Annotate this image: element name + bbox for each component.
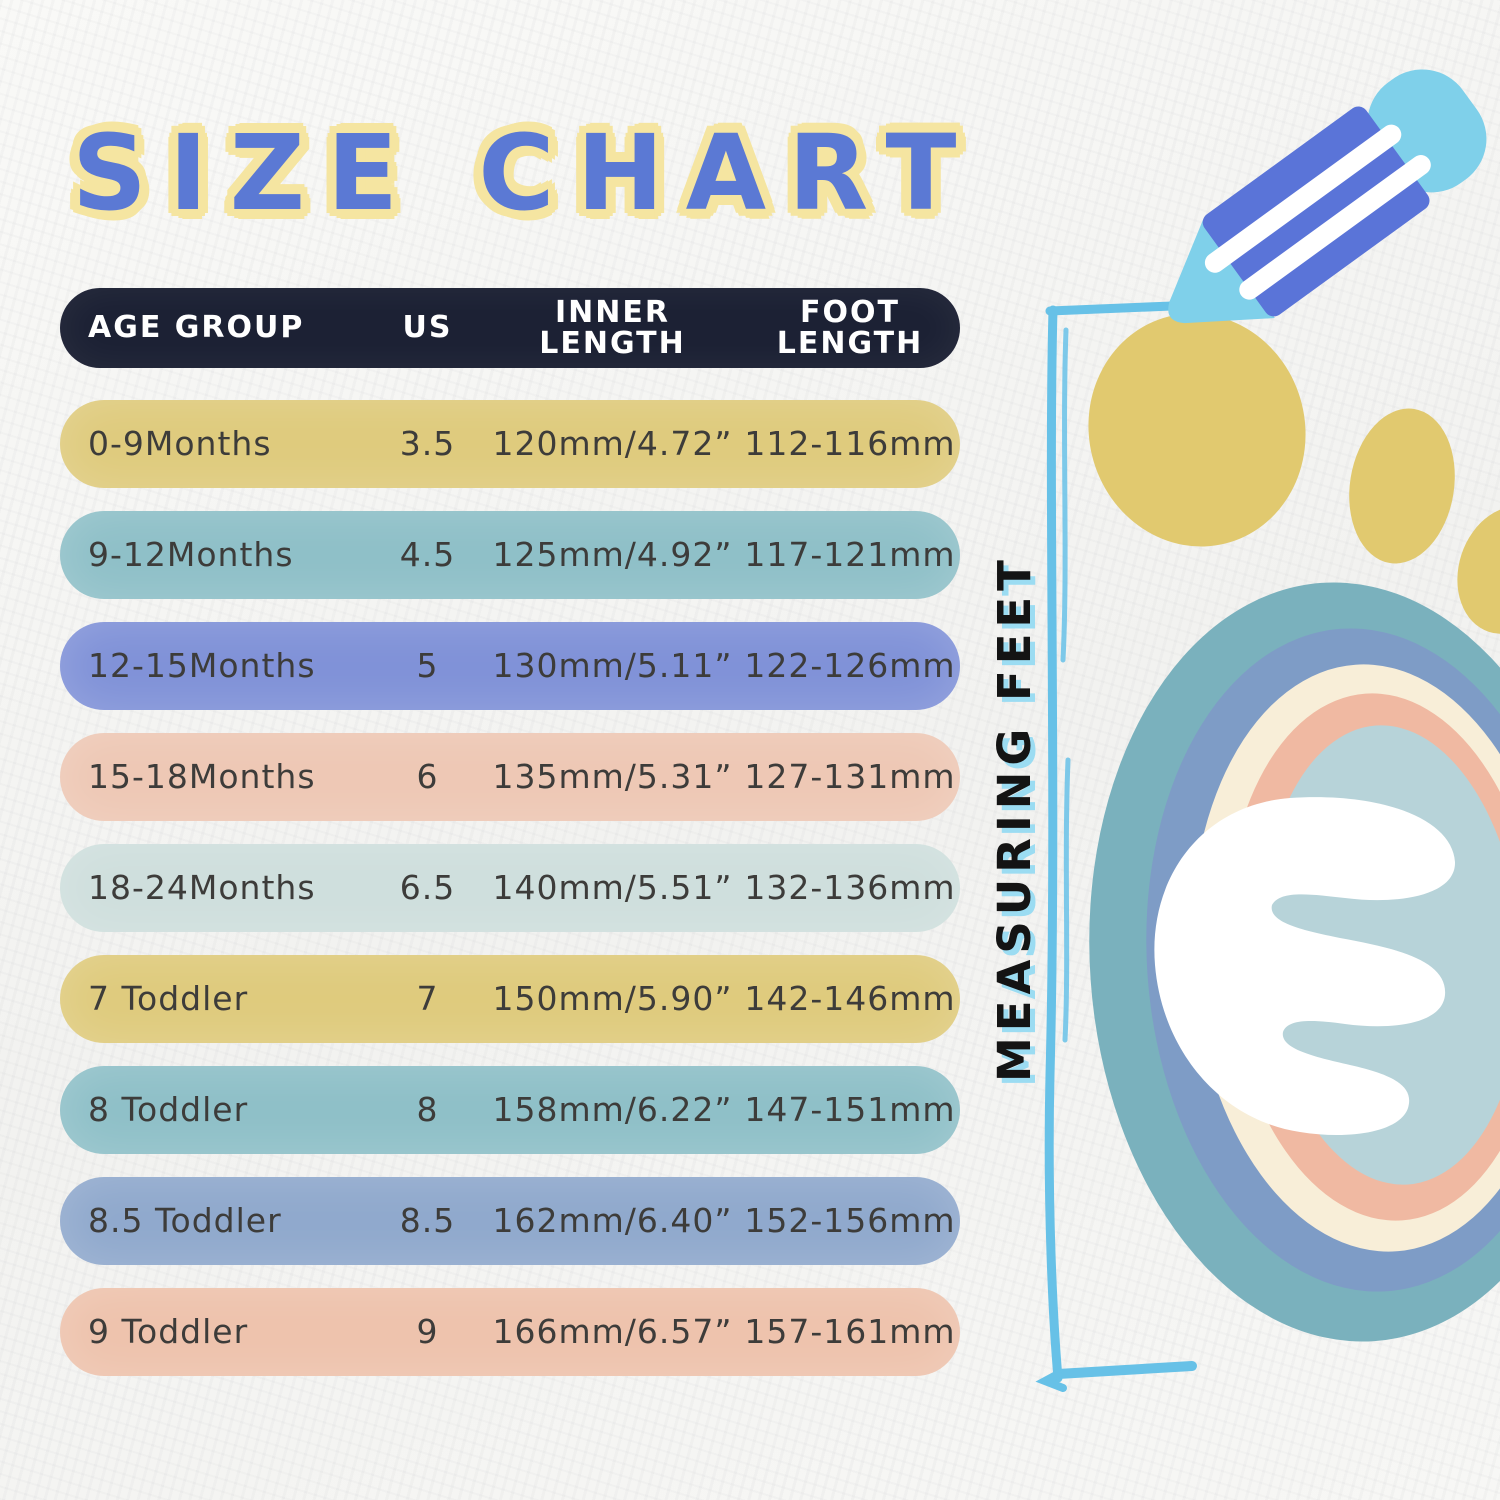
cell-foot-length: 142-146mm bbox=[744, 978, 956, 1018]
cell-inner-length: 150mm/5.90” bbox=[492, 978, 733, 1018]
footprint-swirl bbox=[1154, 797, 1456, 1135]
header-age-group: AGE GROUP bbox=[88, 310, 305, 346]
cell-inner-length: 120mm/4.72” bbox=[492, 423, 733, 463]
header-us-size: US bbox=[402, 310, 453, 346]
table-row: 18-24Months 6.5 140mm/5.51” 132-136mm bbox=[60, 844, 960, 932]
cell-us-size: 9 bbox=[416, 1311, 439, 1351]
header-inner-length: INNER LENGTH bbox=[539, 294, 686, 361]
cell-foot-length: 132-136mm bbox=[744, 867, 956, 907]
cell-age-group: 0-9Months bbox=[88, 423, 272, 463]
cell-age-group: 12-15Months bbox=[88, 645, 316, 685]
cell-age-group: 7 Toddler bbox=[88, 978, 249, 1018]
table-row: 8 Toddler 8 158mm/6.22” 147-151mm bbox=[60, 1066, 960, 1154]
cell-us-size: 8.5 bbox=[399, 1200, 456, 1240]
cell-us-size: 5 bbox=[416, 645, 439, 685]
cell-inner-length: 130mm/5.11” bbox=[492, 645, 733, 685]
table-row: 9-12Months 4.5 125mm/4.92” 117-121mm bbox=[60, 511, 960, 599]
cell-inner-length: 166mm/6.57” bbox=[492, 1311, 733, 1351]
cell-age-group: 8 Toddler bbox=[88, 1089, 249, 1129]
cell-age-group: 9-12Months bbox=[88, 534, 294, 574]
cell-us-size: 7 bbox=[416, 978, 439, 1018]
header-foot-length: FOOT LENGTH bbox=[776, 294, 924, 361]
cell-age-group: 18-24Months bbox=[88, 867, 316, 907]
pencil-icon bbox=[1168, 69, 1487, 324]
cell-foot-length: 122-126mm bbox=[744, 645, 956, 685]
cell-inner-length: 162mm/6.40” bbox=[492, 1200, 733, 1240]
table-row: 9 Toddler 9 166mm/6.57” 157-161mm bbox=[60, 1288, 960, 1376]
cell-inner-length: 125mm/4.92” bbox=[492, 534, 733, 574]
cell-foot-length: 127-131mm bbox=[744, 756, 956, 796]
cell-inner-length: 140mm/5.51” bbox=[492, 867, 733, 907]
footprint-icon bbox=[1088, 313, 1500, 1342]
cell-age-group: 15-18Months bbox=[88, 756, 316, 796]
cell-foot-length: 152-156mm bbox=[744, 1200, 956, 1240]
cell-us-size: 3.5 bbox=[399, 423, 456, 463]
cell-foot-length: 117-121mm bbox=[744, 534, 956, 574]
table-row: 12-15Months 5 130mm/5.11” 122-126mm bbox=[60, 622, 960, 710]
cell-us-size: 8 bbox=[416, 1089, 439, 1129]
table-row: 0-9Months 3.5 120mm/4.72” 112-116mm bbox=[60, 400, 960, 488]
page-title: SIZE CHART bbox=[72, 112, 979, 234]
table-header-row: AGE GROUP US INNER LENGTH FOOT LENGTH bbox=[60, 288, 960, 368]
size-chart-table: AGE GROUP US INNER LENGTH FOOT LENGTH 0-9M… bbox=[60, 288, 960, 1376]
cell-us-size: 6.5 bbox=[399, 867, 456, 907]
cell-inner-length: 158mm/6.22” bbox=[492, 1089, 733, 1129]
cell-foot-length: 157-161mm bbox=[744, 1311, 956, 1351]
cell-age-group: 9 Toddler bbox=[88, 1311, 249, 1351]
table-row: 15-18Months 6 135mm/5.31” 127-131mm bbox=[60, 733, 960, 821]
cell-foot-length: 112-116mm bbox=[744, 423, 956, 463]
measuring-line-sketch bbox=[1035, 301, 1197, 1392]
table-row: 7 Toddler 7 150mm/5.90” 142-146mm bbox=[60, 955, 960, 1043]
cell-age-group: 8.5 Toddler bbox=[88, 1200, 282, 1240]
table-row: 8.5 Toddler 8.5 162mm/6.40” 152-156mm bbox=[60, 1177, 960, 1265]
cell-us-size: 6 bbox=[416, 756, 439, 796]
cell-inner-length: 135mm/5.31” bbox=[492, 756, 733, 796]
cell-foot-length: 147-151mm bbox=[744, 1089, 956, 1129]
cell-us-size: 4.5 bbox=[399, 534, 456, 574]
side-label-measuring-feet: MEASURING FEET bbox=[988, 554, 1041, 1082]
